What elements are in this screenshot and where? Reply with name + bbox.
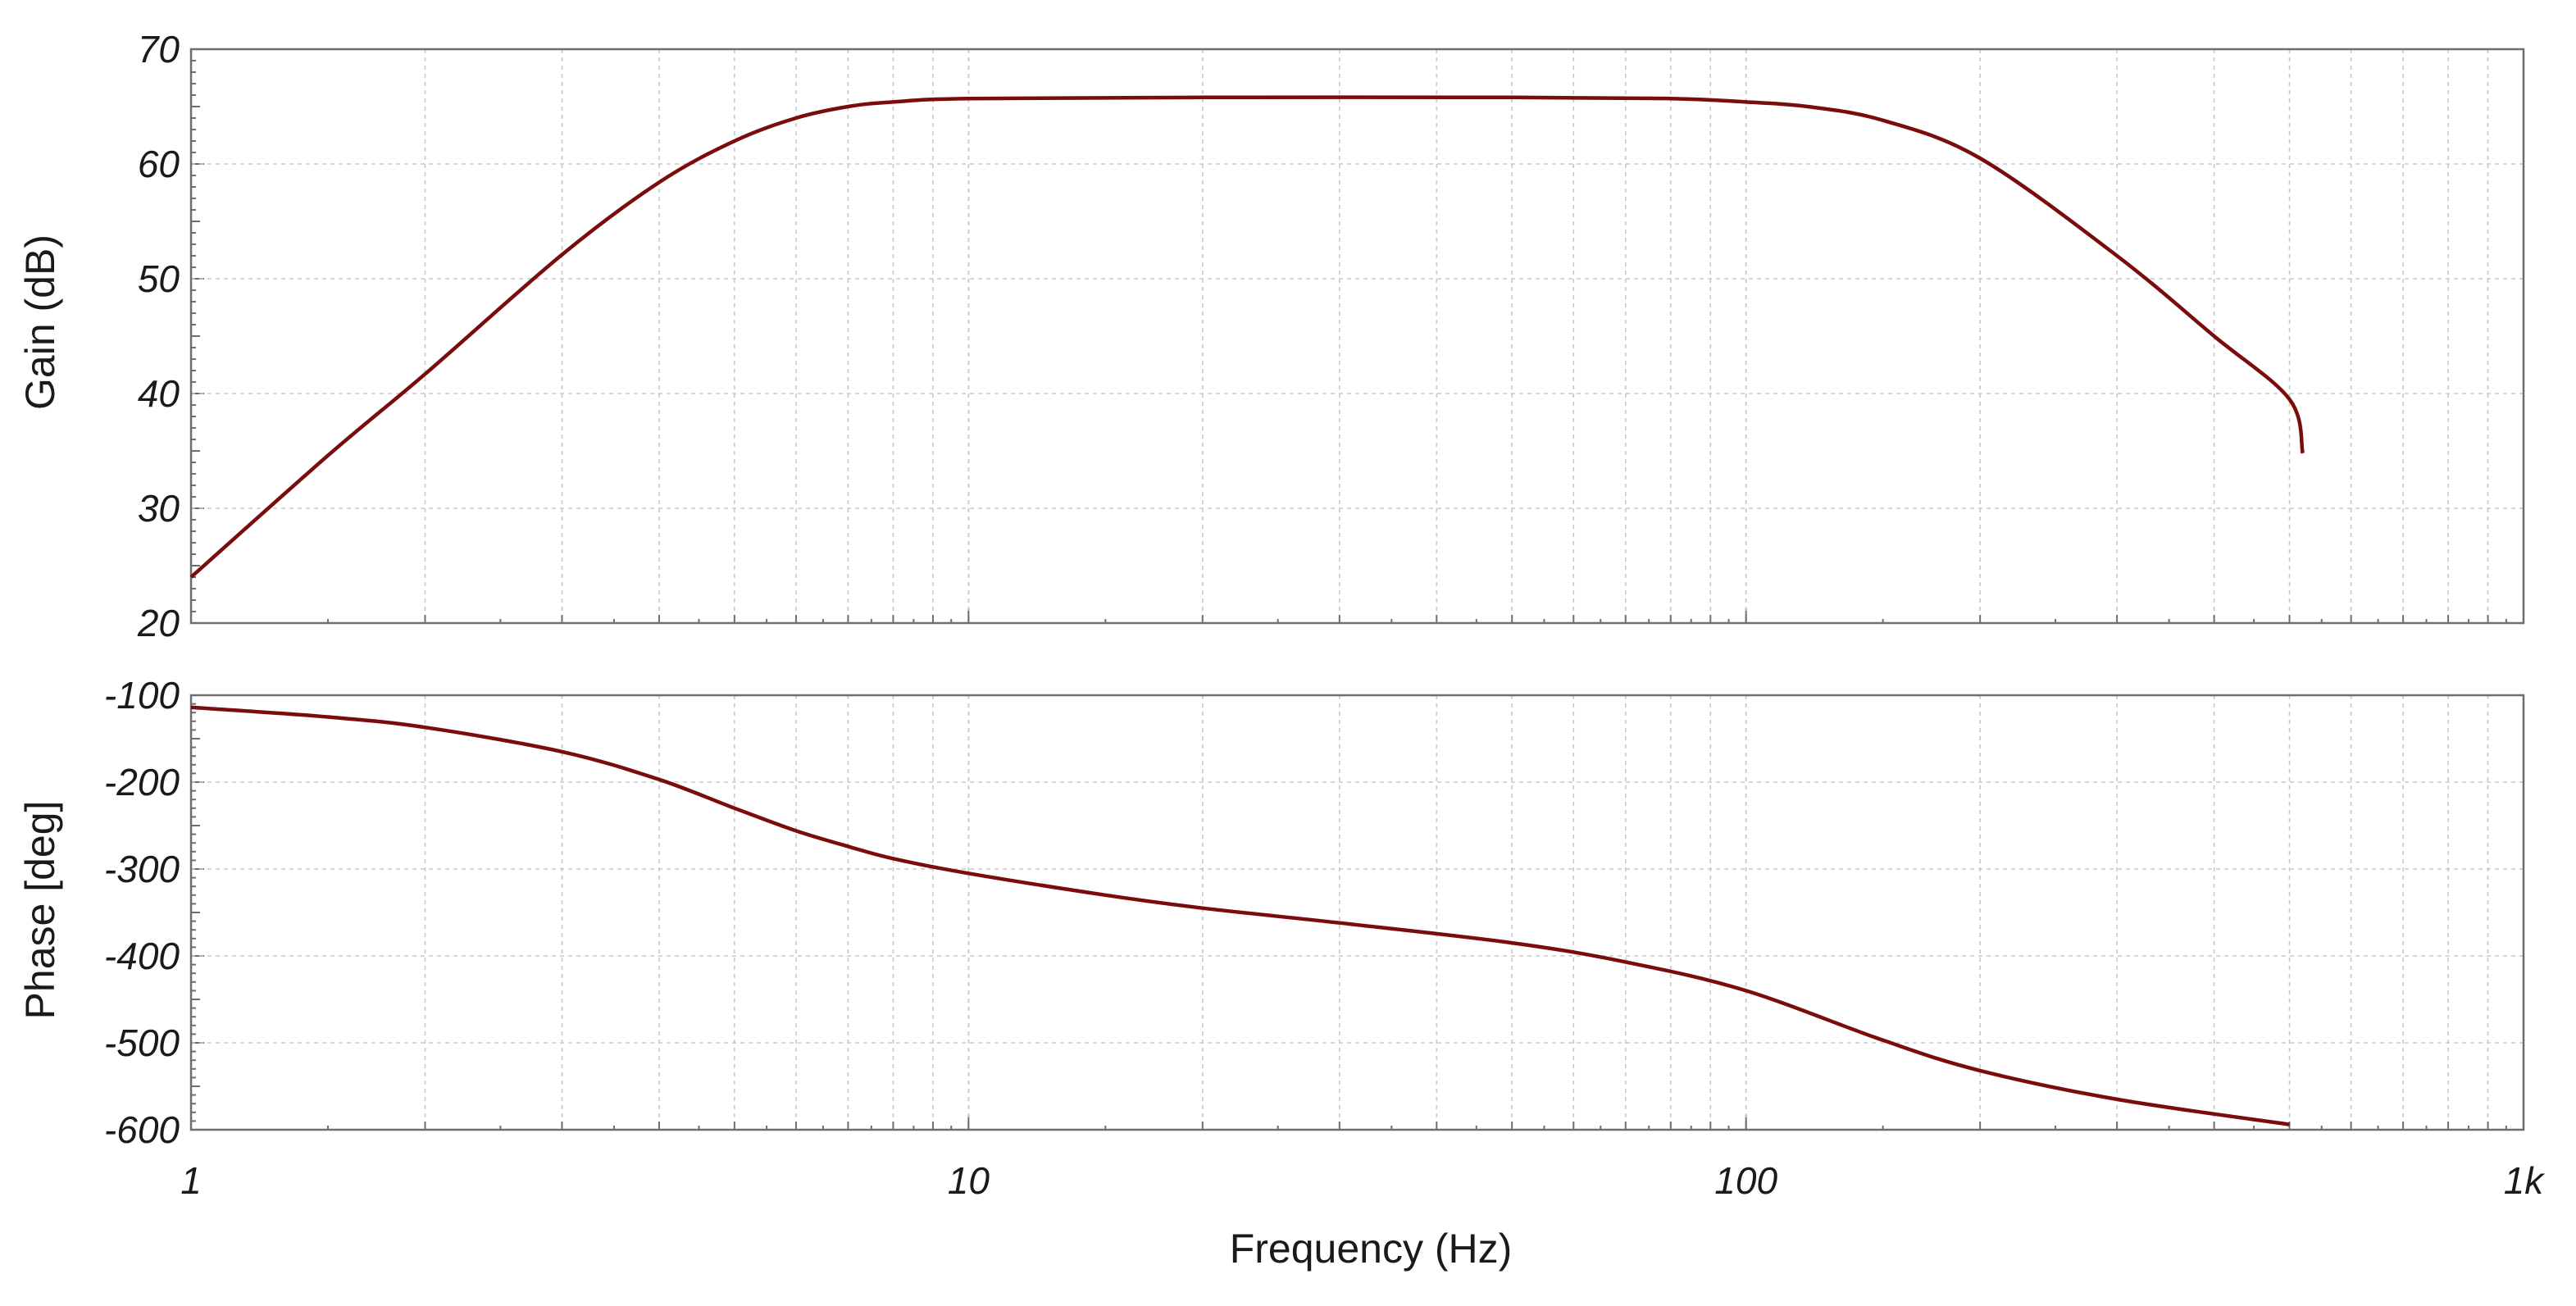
- frequency-axis-title: Frequency (Hz): [1230, 1226, 1513, 1272]
- phase-y-tick-label: -500: [104, 1022, 180, 1064]
- phase-x-tick-label: 10: [948, 1159, 990, 1202]
- phase-y-tick-label: -300: [104, 848, 180, 890]
- gain-series-line: [189, 95, 2305, 579]
- gain-y-tick-label: 40: [138, 372, 180, 415]
- gain-y-tick-label: 30: [138, 487, 180, 530]
- gain-y-tick-label: 60: [138, 143, 180, 185]
- gain-y-tick-label: 70: [138, 28, 180, 71]
- gain-panel: 20 30 40 50 60 70: [137, 28, 2525, 644]
- phase-y-tick-label: -600: [104, 1108, 180, 1151]
- gain-plot-frame: [189, 48, 2525, 625]
- gain-axis-title: Gain (dB): [17, 234, 63, 410]
- gain-y-tick-label: 50: [138, 257, 180, 300]
- phase-y-tick-label: -100: [104, 674, 180, 717]
- phase-x-tick-label: 1: [180, 1159, 202, 1202]
- phase-plot-frame: [189, 694, 2525, 1131]
- phase-x-tick-label: 100: [1714, 1159, 1777, 1202]
- phase-y-tick-label: -400: [104, 935, 180, 977]
- phase-y-tick-label: -200: [104, 761, 180, 803]
- phase-axis-title: Phase [deg]: [17, 801, 63, 1020]
- gain-y-tick-label: 20: [137, 602, 180, 644]
- phase-x-tick-label: 1k: [2504, 1159, 2546, 1202]
- phase-series-line: [190, 705, 2290, 1126]
